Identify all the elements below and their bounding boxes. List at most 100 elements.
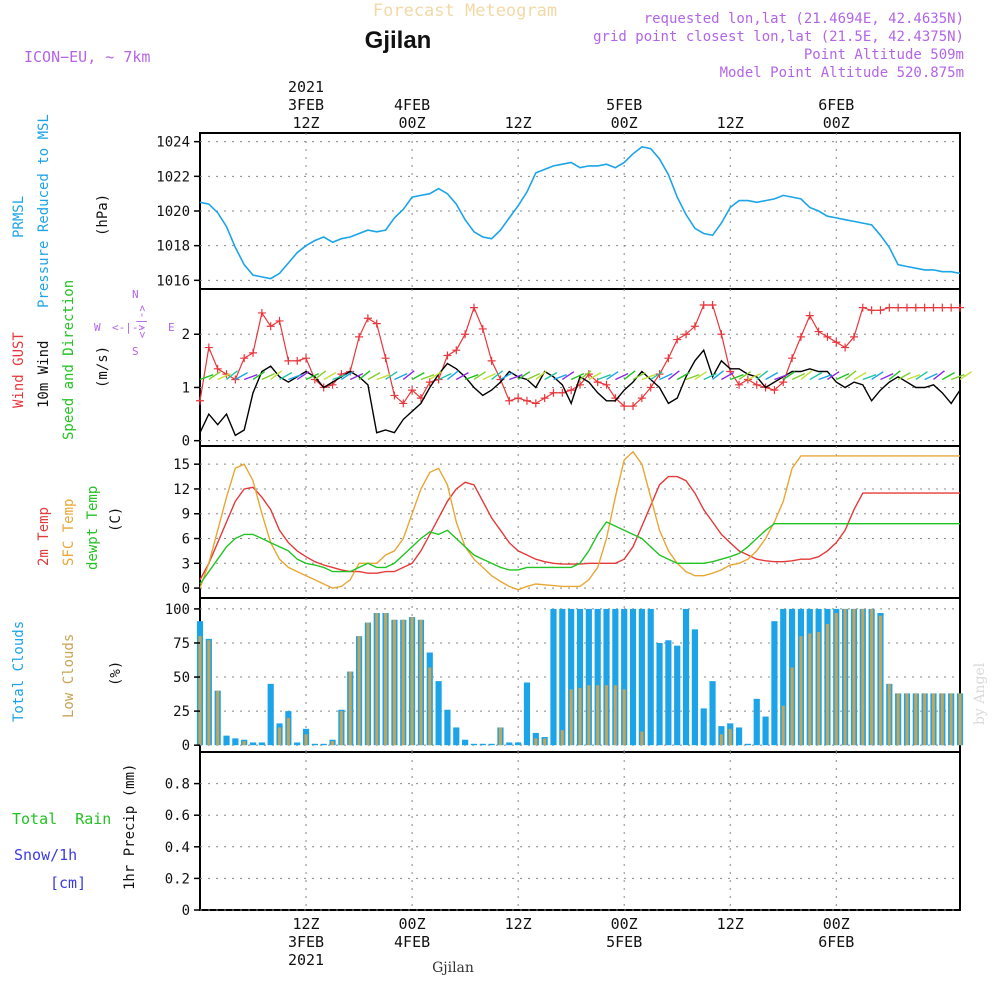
gust-point (567, 386, 576, 395)
y-tick-label: 25 (173, 704, 190, 720)
wind-direction-arrow (279, 372, 293, 381)
low-cloud-bar (339, 711, 343, 746)
low-cloud-bar (596, 685, 600, 746)
snow-unit: [cm] (50, 874, 86, 892)
y-tick-label: 3 (182, 556, 190, 572)
prmsl-label: PRMSL (11, 196, 27, 238)
low-cloud-bar (569, 689, 573, 746)
low-cloud-bar (410, 617, 414, 746)
low-cloud-bar (808, 633, 812, 746)
total-cloud-bar (665, 640, 672, 746)
wind-direction-arrow (341, 371, 354, 381)
wind-direction-arrow (880, 373, 894, 381)
wind-direction-arrow (314, 370, 327, 381)
wind-direction-arrow (288, 374, 302, 381)
total-cloud-bar (585, 608, 592, 746)
low-cloud-bar (304, 734, 308, 746)
time-label-top: 00Z (823, 114, 850, 132)
wind-direction-arrow (774, 374, 788, 381)
compass-n: N (132, 288, 139, 301)
low-cloud-bar (348, 671, 352, 746)
wind-direction-arrow (261, 373, 275, 381)
wind-direction-arrow (411, 372, 425, 381)
wind-direction-arrow (509, 374, 523, 381)
total-cloud-bar (267, 683, 274, 746)
gust-point (549, 388, 558, 397)
gust-point (920, 303, 929, 312)
total-cloud-bar (435, 681, 442, 746)
snow-label: Snow/1h (14, 846, 77, 864)
gust-point (858, 303, 867, 312)
wind-direction-arrow (208, 371, 221, 381)
total-cloud-bar (294, 742, 301, 746)
y-tick-label: 15 (173, 457, 190, 473)
data-marks (196, 146, 973, 746)
y-tick-label: 1022 (156, 169, 190, 185)
low-cloud-bar (834, 612, 838, 746)
t2m-line (199, 475, 960, 581)
wind-direction-arrow (473, 371, 486, 381)
low-cloud-bar (198, 636, 202, 746)
low-cloud-bar (949, 693, 953, 746)
wind-direction-arrow (756, 370, 769, 381)
time-label-top: 5FEB (606, 96, 642, 114)
wind-dir-label: Speed and Direction (61, 280, 77, 440)
dewpoint-line (199, 521, 960, 585)
model-altitude: Model Point Altitude 520.875m (720, 65, 964, 81)
y-tick-label: 0.4 (165, 840, 190, 856)
sfc-temp-line (199, 450, 960, 591)
wind-direction-arrow (270, 370, 283, 381)
wind-labels: Wind GUST 10m Wind Speed and Direction (… (11, 280, 175, 440)
rain-label: Total Rain (12, 810, 111, 828)
time-label-bottom: 00Z (823, 915, 850, 933)
compass-e: E (168, 321, 175, 334)
wind-direction-arrow (561, 371, 575, 381)
prmsl-desc-label: Pressure Reduced to MSL (36, 114, 52, 308)
requested-coords: requested lon,lat (21.4694E, 42.4635N) (644, 11, 964, 27)
gridpoint-coords: grid point closest lon,lat (21.5E, 42.43… (593, 29, 964, 45)
low-cloud-bar (216, 690, 220, 746)
wind-direction-arrow (402, 370, 415, 381)
wind-direction-arrow (455, 372, 469, 381)
gust-point (399, 399, 408, 408)
wind-direction-arrow (862, 374, 877, 381)
gust-line (199, 304, 960, 407)
wind-direction-arrow (243, 374, 258, 381)
wind-direction-arrow (553, 374, 567, 381)
forecast-subtitle: Forecast Meteogram (373, 1, 557, 21)
low-cloud-bar (560, 730, 564, 746)
pressure-unit: (hPa) (95, 194, 111, 236)
gust-point (876, 306, 885, 315)
low-cloud-bar (728, 728, 732, 746)
wind-direction-arrow (252, 371, 266, 381)
total-cloud-bar (709, 681, 716, 746)
wind-direction-arrow (959, 371, 973, 381)
gust-point (770, 386, 779, 395)
gust-point (204, 343, 213, 352)
gust-point (443, 351, 452, 360)
gust-point (902, 303, 911, 312)
precip-ylabel: 1hr Precip (mm) (122, 764, 138, 890)
low-cloud-bar (401, 619, 405, 746)
total-cloud-bar (523, 682, 531, 746)
wind-direction-arrow (933, 370, 945, 381)
panel-frame (199, 445, 961, 599)
low-cloud-bar (931, 693, 935, 746)
time-label-top: 12Z (505, 114, 532, 132)
y-tick-label: 0 (182, 903, 190, 919)
panel-frame (199, 751, 961, 911)
wind-direction-arrow (464, 374, 479, 381)
time-label-top: 2021 (288, 78, 324, 96)
low-cloud-bar (887, 683, 891, 746)
wind-direction-arrow (791, 373, 806, 381)
wind-direction-arrow (217, 373, 231, 381)
gust-point (240, 354, 249, 363)
total-cloud-bar (691, 629, 698, 746)
low-cloud-bar (366, 622, 370, 746)
gust-point (735, 380, 744, 389)
total-cloud-bar (621, 608, 628, 746)
total-cloud-bar (559, 608, 566, 746)
wind-direction-arrow (438, 373, 452, 381)
gust-point (302, 354, 311, 363)
